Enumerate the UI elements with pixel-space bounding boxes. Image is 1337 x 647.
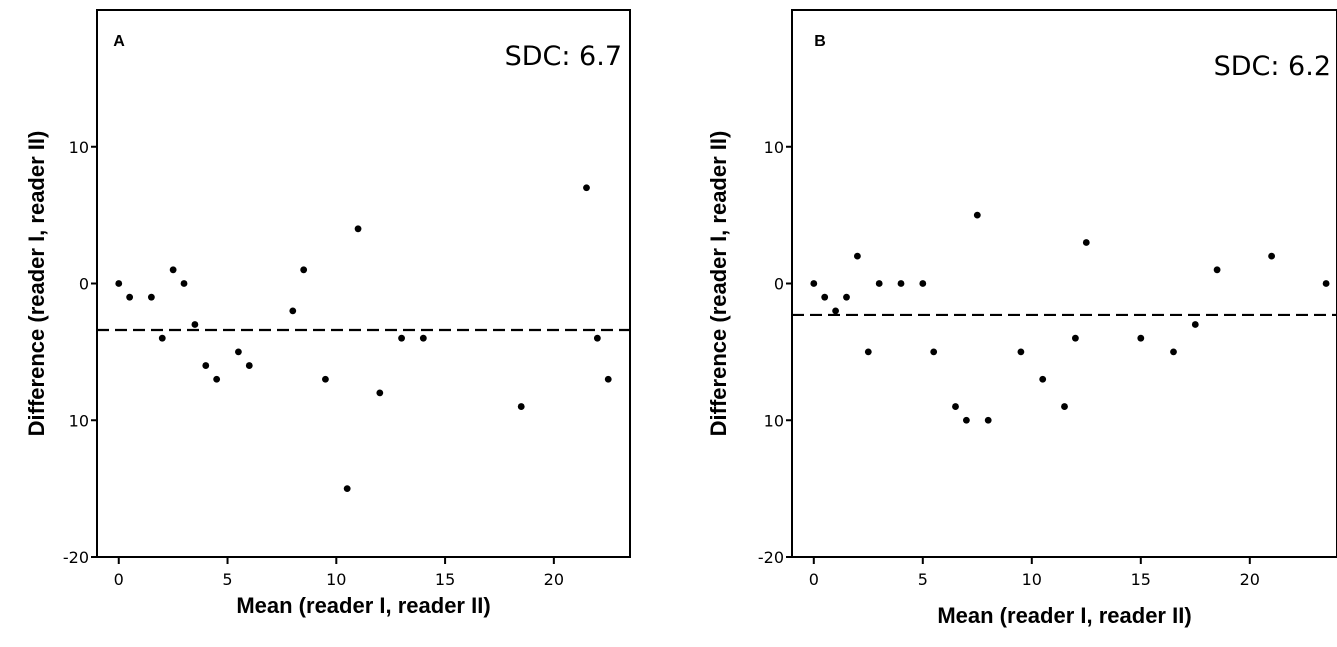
data-point-a <box>169 266 177 274</box>
y-tick-label-b: -20 <box>758 548 784 567</box>
x-tick-label-b: 20 <box>1240 570 1260 589</box>
plot-frame-a <box>96 9 631 558</box>
x-tick-label-a: 10 <box>326 570 346 589</box>
x-tick-label-b: 15 <box>1131 570 1151 589</box>
data-point-a <box>180 280 188 287</box>
data-point-b <box>864 348 872 356</box>
data-point-b <box>1061 403 1068 410</box>
data-point-b <box>1082 239 1090 246</box>
data-point-b <box>952 403 959 410</box>
sdc-annotation-a: SDC: 6.7 <box>505 41 622 72</box>
y-tick-label-b: 0 <box>774 275 784 294</box>
data-point-b <box>897 280 905 287</box>
data-point-a <box>398 334 405 342</box>
x-axis-label-b: Mean (reader I, reader II) <box>937 603 1191 628</box>
data-point-a <box>517 403 525 410</box>
plot-frame-b <box>791 9 1337 558</box>
scatter-plot-b: 10 0 10 -20 0 5 10 15 20 B SDC: 6.2 Mean (reader I,… <box>706 9 1337 628</box>
y-tick-label-b: 10 <box>764 138 784 157</box>
y-axis-label-a: Difference (reader I, reader II) <box>24 131 49 437</box>
data-point-b <box>854 252 861 260</box>
data-point-b <box>843 293 850 301</box>
data-point-a <box>593 334 601 342</box>
x-tick-label-a: 15 <box>435 570 455 589</box>
data-point-b <box>919 280 927 287</box>
data-point-a <box>289 307 297 315</box>
y-tick-label-a: -20 <box>63 548 89 567</box>
y-tick-label-a: 0 <box>79 275 89 294</box>
data-point-a <box>322 375 329 383</box>
data-point-b <box>1137 334 1145 342</box>
data-point-a <box>213 375 221 383</box>
data-point-a <box>235 348 242 356</box>
scatter-plot-a: 10 0 10 -20 0 5 10 15 20 A SDC: 6.7 Mean (reader I,… <box>24 9 631 618</box>
y-tick-label-a: 10 <box>69 411 89 430</box>
x-tick-label-b: 10 <box>1022 570 1042 589</box>
data-point-b <box>1039 375 1047 383</box>
data-point-a <box>126 293 134 301</box>
data-point-b <box>810 280 818 287</box>
chart-panel-a: 10 0 10 -20 0 5 10 15 20 A SDC: 6.7 Mean (reader I,… <box>0 0 668 647</box>
panel-label-a: A <box>113 33 125 50</box>
data-point-b <box>821 293 829 301</box>
data-point-a <box>158 334 166 342</box>
y-tick-label-b: 10 <box>764 411 784 430</box>
y-axis-label-b: Difference (reader I, reader II) <box>706 131 731 437</box>
panel-label-b: B <box>814 33 826 50</box>
x-tick-label-a: 0 <box>114 570 124 589</box>
x-axis-label-a: Mean (reader I, reader II) <box>236 593 490 618</box>
data-point-a <box>419 334 427 342</box>
data-point-a <box>202 362 210 369</box>
sdc-annotation-b: SDC: 6.2 <box>1214 51 1331 82</box>
data-point-b <box>1191 321 1199 328</box>
x-tick-label-a: 5 <box>222 570 232 589</box>
data-point-b <box>1170 348 1177 356</box>
chart-panel-b: 10 0 10 -20 0 5 10 15 20 B SDC: 6.2 Mean (reader I,… <box>668 0 1337 647</box>
data-point-a <box>300 266 308 274</box>
data-point-a <box>245 362 253 369</box>
data-point-b <box>963 416 970 424</box>
data-point-a <box>604 375 612 383</box>
x-tick-label-b: 5 <box>918 570 928 589</box>
data-point-a <box>583 184 590 192</box>
data-point-b <box>930 348 938 356</box>
data-point-a <box>354 225 362 233</box>
data-point-b <box>1268 252 1275 260</box>
y-tick-label-a: 10 <box>69 138 89 157</box>
x-tick-label-b: 0 <box>809 570 819 589</box>
data-point-b <box>1072 334 1079 342</box>
data-point-b <box>1017 348 1025 356</box>
data-point-b <box>1322 280 1330 287</box>
x-tick-label-a: 20 <box>544 570 564 589</box>
data-point-a <box>147 293 155 301</box>
data-point-a <box>115 280 123 287</box>
data-point-b <box>984 416 992 424</box>
data-point-a <box>191 321 199 328</box>
data-point-b <box>832 307 839 315</box>
data-point-b <box>1213 266 1221 274</box>
data-point-b <box>875 280 883 287</box>
data-point-b <box>973 211 981 219</box>
data-point-a <box>376 389 384 397</box>
data-point-a <box>343 485 351 493</box>
